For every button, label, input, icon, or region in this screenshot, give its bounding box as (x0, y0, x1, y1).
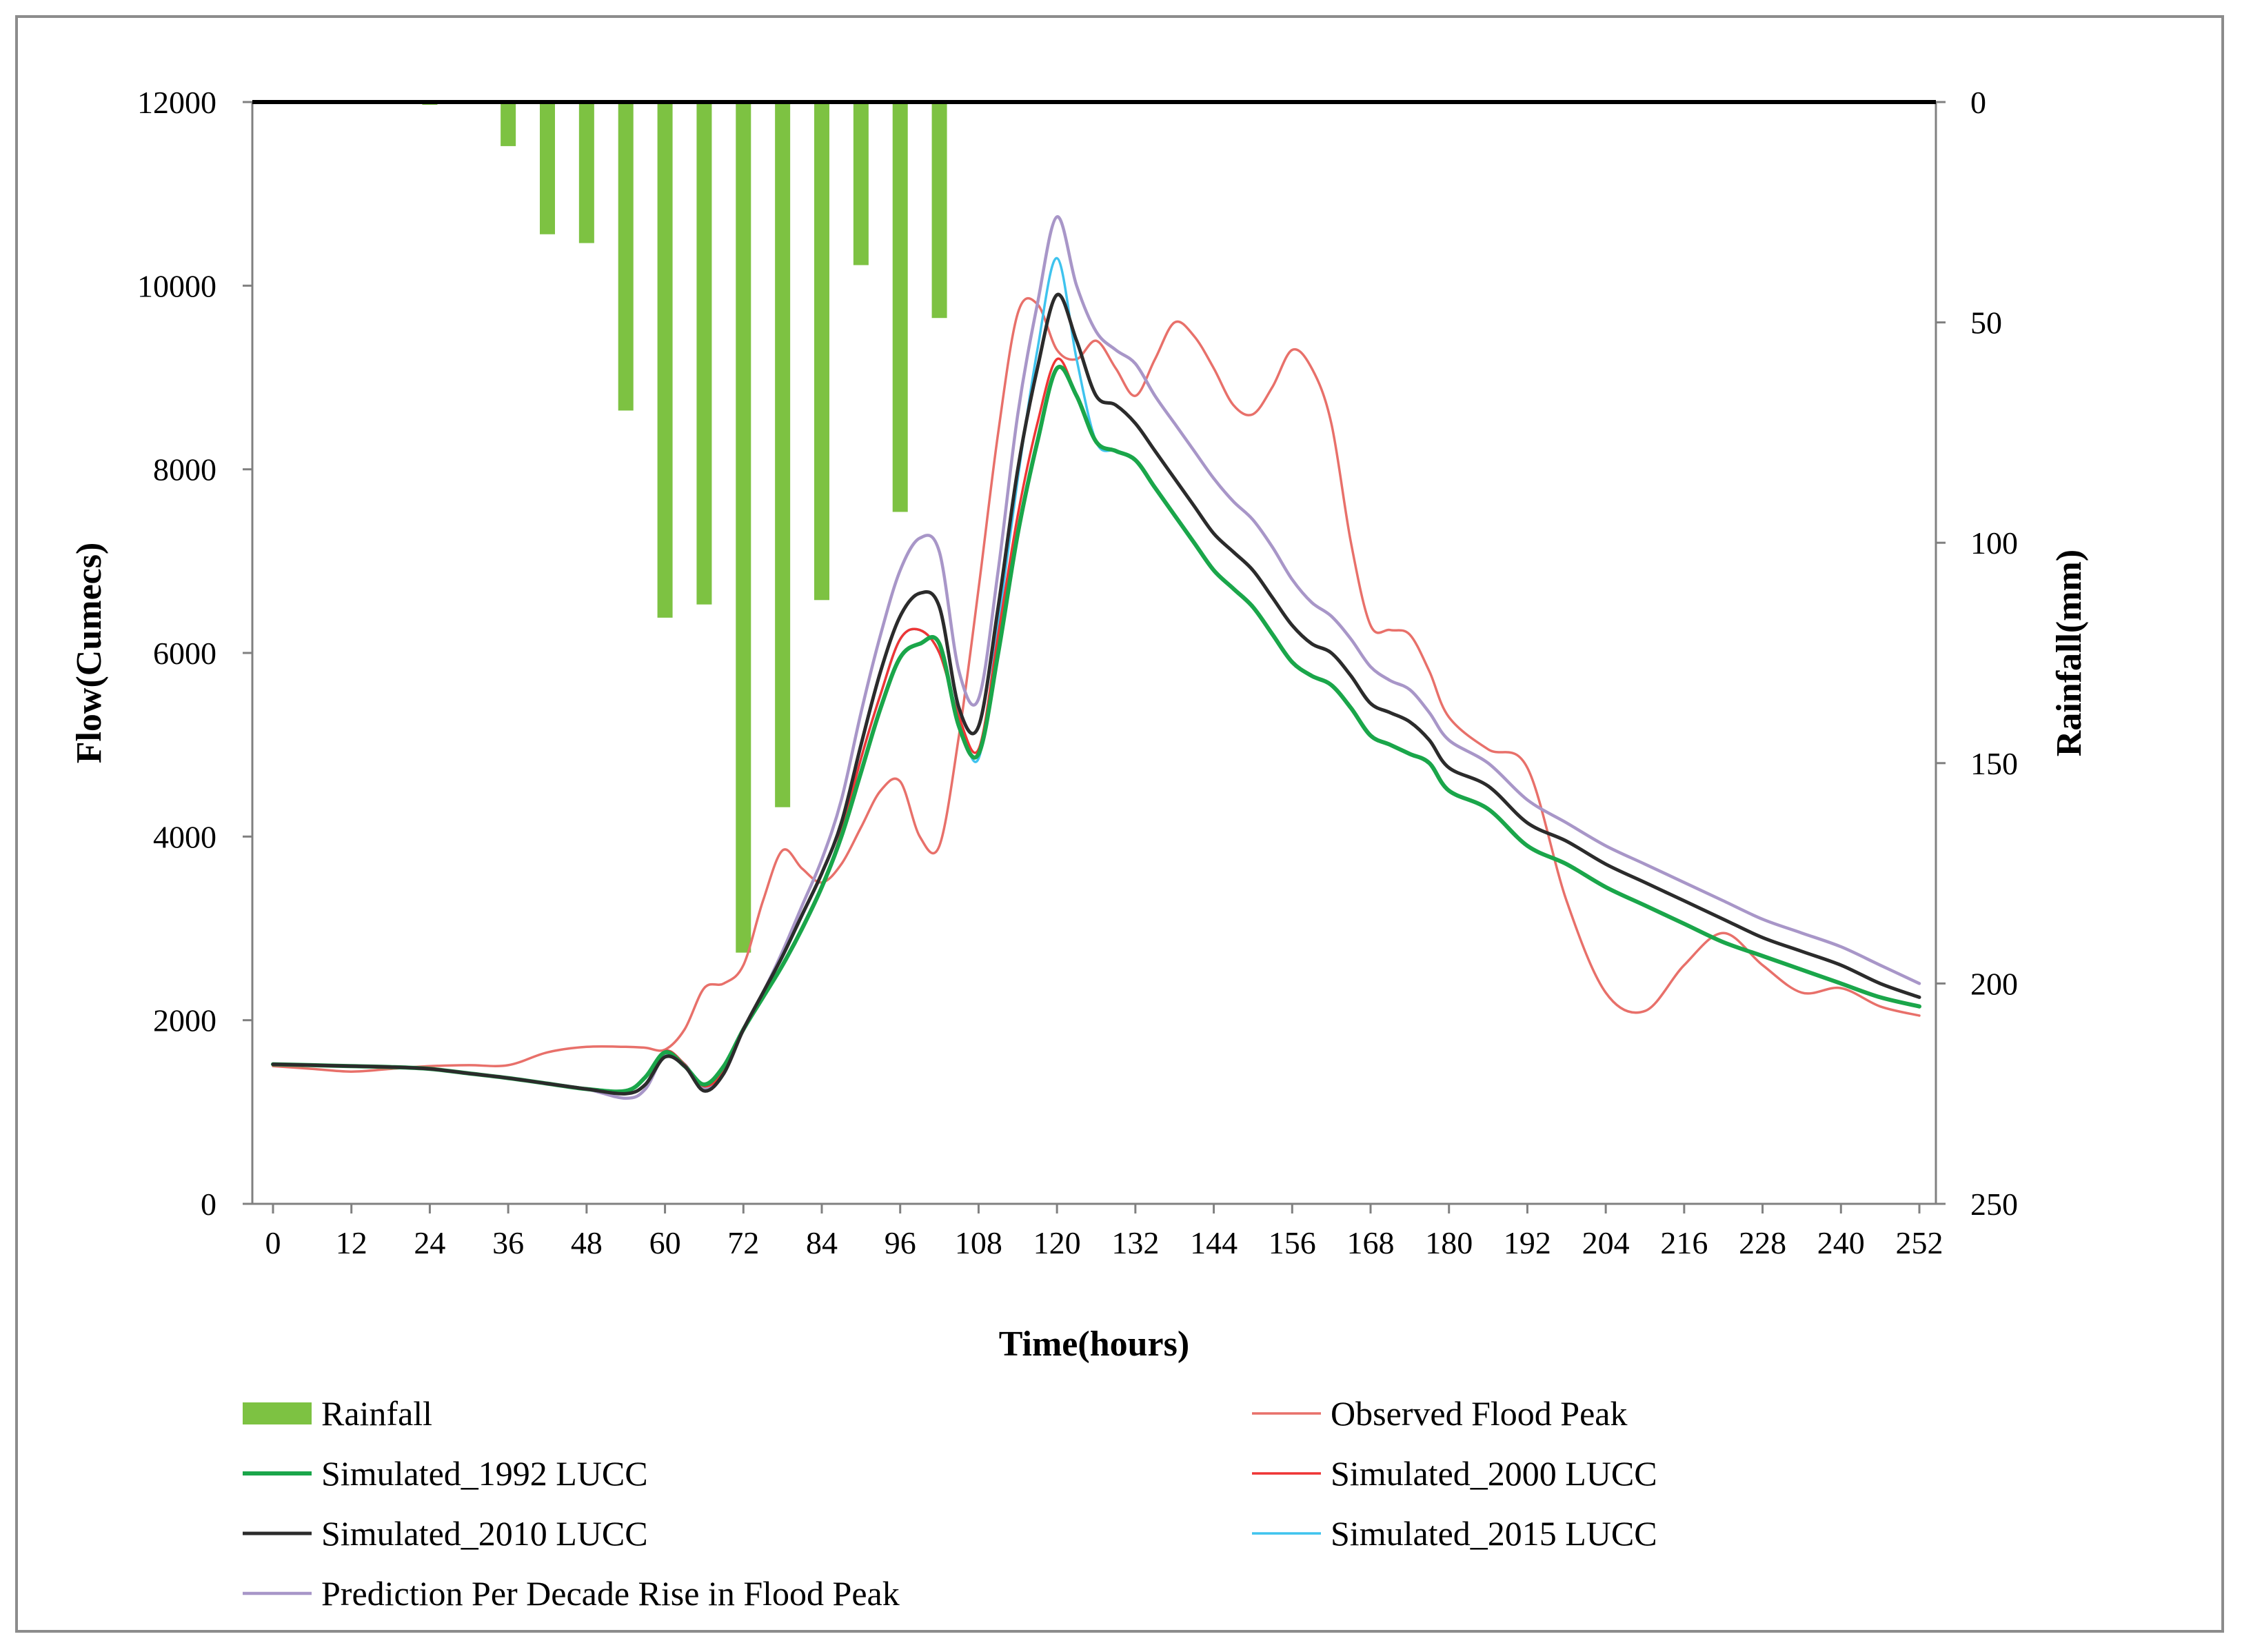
x-tick-label: 228 (1739, 1225, 1786, 1260)
legend-swatch-rainfall (243, 1402, 312, 1424)
axes (243, 100, 1946, 1213)
y-tick-label: 12000 (137, 85, 216, 120)
legend-label-sim2000: Simulated_2000 LUCC (1331, 1454, 1657, 1493)
x-tick-label: 120 (1033, 1225, 1081, 1260)
y-tick-label: 2000 (153, 1003, 216, 1038)
x-tick-label: 144 (1190, 1225, 1238, 1260)
x-tick-label: 24 (414, 1225, 445, 1260)
x-tick-label: 252 (1896, 1225, 1943, 1260)
rainfall-bar (501, 102, 516, 146)
rainfall-bar (892, 102, 908, 512)
x-tick-label: 192 (1504, 1225, 1551, 1260)
rainfall-bar (775, 102, 791, 807)
x-tick-label: 84 (806, 1225, 838, 1260)
rainfall-bar (540, 102, 555, 234)
y-tick-label: 6000 (153, 636, 216, 671)
x-tick-label: 156 (1269, 1225, 1316, 1260)
legend-label-prediction: Prediction Per Decade Rise in Flood Peak (321, 1574, 900, 1613)
legend-label-sim2010: Simulated_2010 LUCC (321, 1514, 648, 1553)
rainfall-bar (853, 102, 869, 265)
y2-tick-label: 150 (1970, 746, 2018, 781)
y-tick-label: 4000 (153, 819, 216, 854)
x-tick-label: 240 (1817, 1225, 1865, 1260)
rainfall-bars (422, 102, 947, 953)
series-lines (271, 215, 1921, 1100)
x-axis-title: Time(hours) (999, 1324, 1189, 1364)
series-line-sim1992 (271, 365, 1921, 1094)
tick-labels: 0 2000 4000 6000 8000 10000 12000 0 50 100 150 200 2… (137, 85, 2018, 1260)
x-tick-label: 108 (955, 1225, 1002, 1260)
x-tick-label: 12 (336, 1225, 367, 1260)
rainfall-bar (736, 102, 751, 953)
x-tick-label: 216 (1660, 1225, 1708, 1260)
y2-axis-title: Rainfall(mm) (2050, 550, 2089, 756)
y2-tick-label: 200 (1970, 966, 2018, 1001)
chart-frame (15, 15, 2224, 1633)
legend-label-sim1992: Simulated_1992 LUCC (321, 1454, 648, 1493)
series-line-sim2010 (271, 292, 1921, 1096)
legend-label-sim2015: Simulated_2015 LUCC (1331, 1514, 1657, 1553)
series-line-prediction (271, 215, 1921, 1100)
x-tick-label: 168 (1347, 1225, 1395, 1260)
legend: Rainfall Observed Flood Peak Simulated_199… (243, 1394, 1657, 1613)
y-tick-label: 8000 (153, 452, 216, 487)
legend-label-rainfall: Rainfall (321, 1394, 432, 1433)
y-axis-title: Flow(Cumecs) (70, 543, 109, 764)
rainfall-bar (618, 102, 634, 411)
x-tick-label: 36 (492, 1225, 524, 1260)
series-line-observed (272, 296, 1921, 1073)
y2-tick-label: 100 (1970, 525, 2018, 561)
x-tick-label: 72 (727, 1225, 759, 1260)
y2-tick-label: 250 (1970, 1187, 2018, 1222)
y2-tick-label: 0 (1970, 85, 1986, 120)
x-tick-label: 48 (571, 1225, 603, 1260)
legend-label-observed: Observed Flood Peak (1331, 1394, 1628, 1433)
x-tick-label: 60 (649, 1225, 681, 1260)
x-tick-label: 96 (885, 1225, 916, 1260)
x-tick-label: 180 (1425, 1225, 1473, 1260)
y-tick-label: 10000 (137, 268, 216, 303)
rainfall-bar (814, 102, 829, 601)
x-tick-label: 0 (265, 1225, 281, 1260)
x-tick-label: 204 (1582, 1225, 1630, 1260)
rainfall-bar (578, 102, 594, 243)
rainfall-bar (931, 102, 947, 319)
rainfall-bar (696, 102, 712, 605)
y-tick-label: 0 (201, 1187, 216, 1222)
series-line-sim2000 (272, 357, 1921, 1096)
series-line-sim2015 (272, 256, 1921, 1096)
y2-tick-label: 50 (1970, 305, 2002, 341)
x-tick-label: 132 (1111, 1225, 1159, 1260)
rainfall-bar (657, 102, 673, 618)
